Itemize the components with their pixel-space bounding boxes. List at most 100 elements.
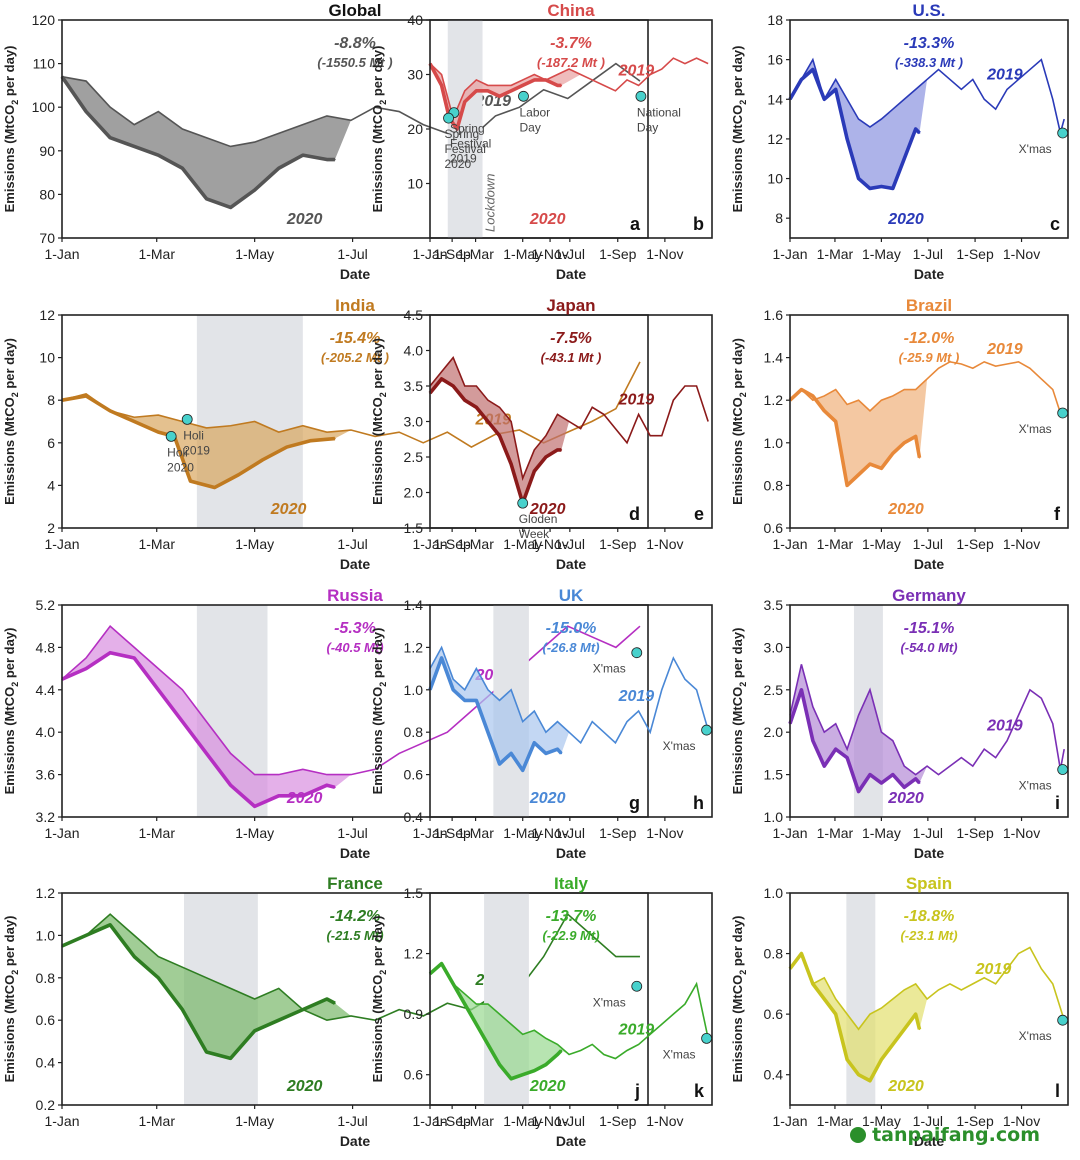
point-2020 — [823, 998, 826, 1000]
y-axis-label-part: Emissions (MtCO — [370, 975, 385, 1083]
point-2020 — [812, 739, 814, 742]
event-marker — [701, 724, 712, 736]
x-tick-label: 1-Jul — [555, 1113, 585, 1129]
series-2019-line — [429, 962, 709, 1060]
point-2020 — [918, 782, 921, 784]
y-tick-label: 90 — [39, 143, 55, 159]
x-tick-label: 1-Mar — [138, 825, 175, 841]
x-tick-label: 1-Nov — [531, 246, 568, 262]
point-2020 — [846, 138, 848, 140]
series-2019-line — [61, 625, 641, 776]
panel-letter: g — [629, 793, 640, 813]
x-tick-label: 1-Jan — [412, 246, 447, 262]
x-tick-label: 1-Nov — [1003, 825, 1040, 841]
y-axis-label: Emissions (MtCO2 per day) — [730, 916, 748, 1083]
y-axis-label-sub: 2 — [10, 100, 20, 105]
x-axis-label: Date — [914, 266, 945, 282]
series-label-2020: 2020 — [286, 211, 323, 228]
point-2020 — [487, 731, 489, 733]
panel-f: 0.6 0.8 1.0 1.2 1.4 1.6 1-Jan 1-Mar 1-May 1-Jul 1-… — [730, 296, 1069, 572]
y-axis-label-part: per day) — [2, 916, 17, 970]
point-2020 — [133, 657, 136, 659]
point-2020 — [857, 473, 860, 476]
point-2020 — [277, 795, 280, 797]
point-2020 — [823, 410, 826, 412]
x-tick-label: 1-Sep — [433, 536, 471, 552]
y-tick-label: 1.0 — [404, 682, 424, 698]
point-2020 — [334, 786, 336, 789]
panel-k: 0.6 0.9 1.2 1.5 1-Jan 1-Mar 1-May 1-Jul 1-Sep 1-N… — [370, 874, 713, 1149]
x-tick-label: 1-Nov — [1003, 536, 1040, 552]
reduction-mt: (-26.8 Mt) — [542, 640, 599, 655]
point-2020 — [556, 1053, 559, 1056]
panel-letter: a — [630, 214, 641, 234]
panel-title: China — [547, 1, 595, 20]
y-axis-label: Emissions (MtCO2 per day) — [370, 628, 388, 795]
x-tick-label: 1-May — [503, 536, 542, 552]
reduction-percent: -3.7% — [550, 35, 592, 52]
x-tick-label: 1-Nov — [646, 1113, 683, 1129]
panel-title: Japan — [546, 296, 595, 315]
x-tick-label: 1-May — [862, 536, 901, 552]
y-tick-label: 3.0 — [764, 639, 784, 655]
y-tick-label: 70 — [39, 230, 55, 246]
y-tick-label: 3.2 — [36, 809, 56, 825]
y-tick-label: 110 — [33, 56, 56, 72]
point-2020 — [823, 765, 826, 767]
point-2020 — [487, 90, 489, 92]
point-2020 — [452, 689, 454, 691]
point-2020 — [812, 68, 814, 71]
x-axis-label: Date — [556, 1133, 587, 1149]
point-2020 — [334, 437, 336, 440]
reduction-mt: (-205.2 Mt ) — [321, 350, 389, 365]
event-marker — [1057, 407, 1069, 419]
panel-e: 1.5 2.0 2.5 3.0 3.5 4.0 4.5 1-Jan 1-Mar 1-May 1-Ju… — [370, 296, 713, 572]
point-2020 — [326, 998, 328, 1000]
point-2020 — [880, 782, 883, 784]
panel-letter: c — [1050, 214, 1060, 234]
reduction-percent: -15.0% — [546, 620, 597, 637]
x-tick-label: 1-Mar — [138, 536, 175, 552]
point-2020 — [869, 463, 871, 465]
x-tick-label: 1-Jul — [337, 825, 367, 841]
event-label: X'mas — [1019, 422, 1052, 436]
point-2020 — [253, 805, 256, 808]
point-2020 — [903, 1028, 906, 1031]
x-tick-label: 1-May — [235, 246, 274, 262]
reduction-mt: (-1550.5 Mt ) — [317, 55, 392, 70]
x-axis-label: Date — [340, 556, 371, 572]
point-2020 — [475, 1023, 478, 1026]
series-2019-line — [789, 664, 1065, 776]
x-tick-label: 1-Mar — [817, 536, 854, 552]
x-axis-label: Date — [340, 845, 371, 861]
point-2020 — [487, 1043, 489, 1046]
x-tick-label: 1-Sep — [956, 536, 994, 552]
x-tick-label: 1-May — [862, 1113, 901, 1129]
y-tick-label: 2.0 — [404, 485, 424, 501]
point-2020 — [189, 480, 192, 482]
point-2020 — [869, 1079, 871, 1082]
x-tick-label: 1-Jul — [913, 825, 943, 841]
event-label-line: Labor — [519, 105, 550, 119]
plot-frame — [789, 892, 1069, 1106]
y-axis-label-part: Emissions (MtCO — [370, 397, 385, 505]
event-label-line: Week — [519, 527, 550, 541]
series-label-2019: 2019 — [618, 391, 655, 408]
reduction-mt: (-43.1 Mt ) — [541, 350, 602, 365]
y-tick-label: 0.6 — [404, 767, 424, 783]
y-axis-label-part: Emissions (MtCO — [2, 397, 17, 505]
point-2020 — [181, 720, 184, 723]
point-2020 — [440, 84, 443, 87]
x-axis-label: Date — [914, 1133, 945, 1149]
point-2020 — [302, 154, 304, 156]
point-2020 — [918, 1028, 921, 1031]
x-axis-label: Date — [914, 556, 945, 572]
y-axis-label-part: Emissions (MtCO — [2, 105, 17, 213]
plot-frame — [429, 604, 713, 818]
reduction-mt: (-54.0 Mt) — [900, 640, 957, 655]
series-label-2020: 2020 — [887, 211, 924, 228]
reduction-percent: -15.1% — [904, 620, 955, 637]
point-2020 — [834, 748, 837, 750]
lockdown-band — [196, 315, 303, 528]
